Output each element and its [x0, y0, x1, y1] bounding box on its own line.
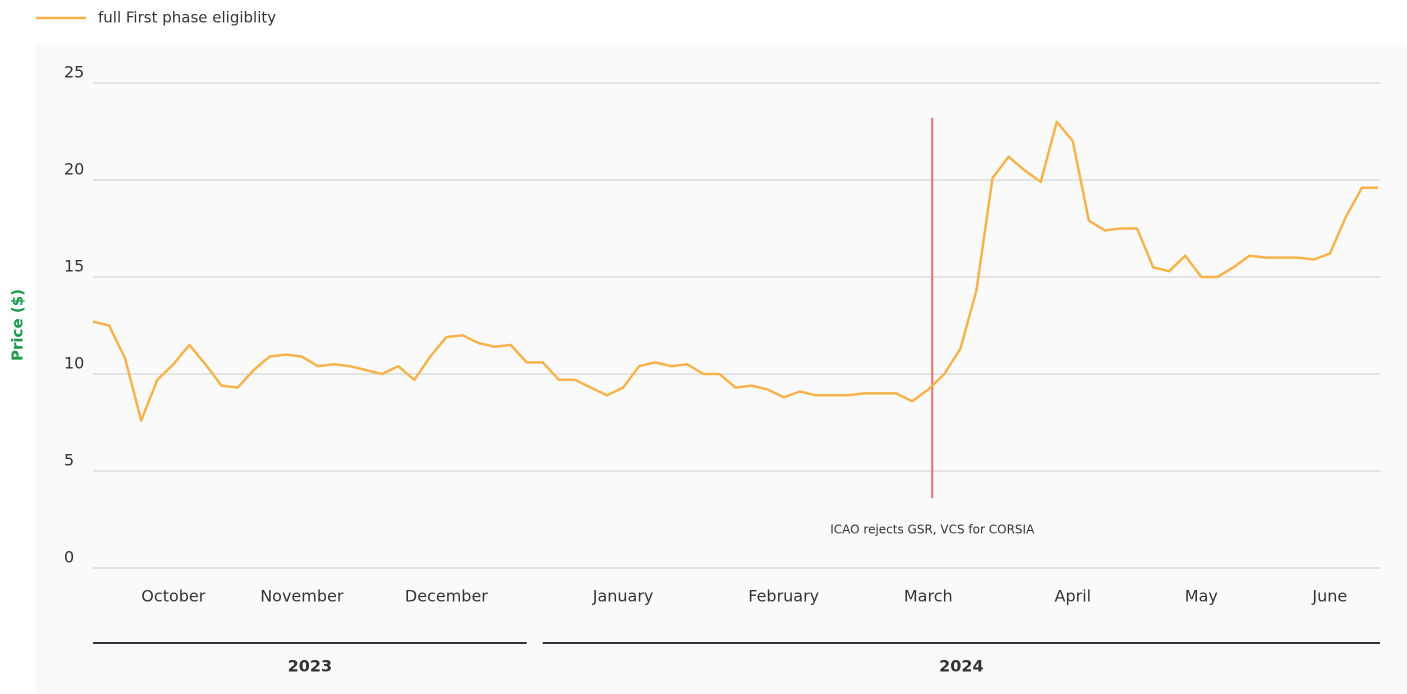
x-tick-label: October: [141, 587, 205, 606]
x-tick-label: May: [1185, 587, 1218, 606]
annotation-label: ICAO rejects GSR, VCS for CORSIA: [830, 523, 1035, 537]
y-tick-label: 15: [64, 257, 84, 276]
y-axis-label: Price ($): [9, 289, 27, 361]
plot-background: [36, 45, 1407, 694]
legend-label: full First phase eligiblity: [98, 9, 276, 27]
year-group-label: 2024: [939, 657, 984, 676]
y-tick-label: 20: [64, 160, 84, 179]
x-tick-label: April: [1055, 587, 1092, 606]
y-tick-label: 10: [64, 354, 84, 373]
x-tick-label: March: [904, 587, 953, 606]
y-tick-label: 25: [64, 63, 84, 82]
year-group-label: 2023: [288, 657, 333, 676]
x-tick-label: November: [260, 587, 344, 606]
x-tick-label: January: [592, 587, 654, 606]
x-tick-label: February: [748, 587, 819, 606]
x-tick-label: December: [405, 587, 488, 606]
x-tick-label: June: [1311, 587, 1347, 606]
y-tick-label: 5: [64, 451, 74, 470]
series-line: [92, 120, 1378, 422]
y-tick-label: 0: [64, 548, 74, 567]
